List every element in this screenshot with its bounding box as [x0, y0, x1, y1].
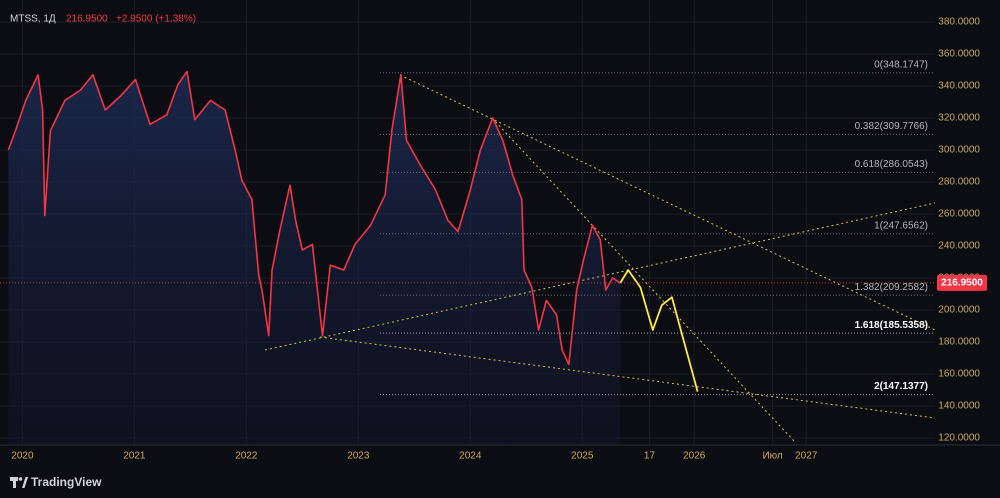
- y-tick-label: 200.0000: [938, 305, 980, 316]
- x-tick-label: Июл: [762, 451, 782, 462]
- y-tick-label: 280.0000: [938, 177, 980, 188]
- area-layer: [8, 71, 621, 445]
- trend-line: [399, 74, 936, 331]
- y-tick-label: 120.0000: [938, 433, 980, 444]
- trend-line: [264, 202, 936, 351]
- fib-label: 0.618(286.0543): [855, 159, 928, 170]
- x-tick-label: 2021: [123, 451, 146, 462]
- x-tick-label: 2025: [571, 451, 594, 462]
- fib-label: 1(247.6562): [874, 220, 928, 231]
- fib-layer: 0(348.1747) 0.382(309.7766) 0.618(286.0543…: [380, 60, 935, 396]
- x-tick-label: 2027: [795, 451, 818, 462]
- header-price: 216.9500: [66, 14, 108, 25]
- fib-label: 2(147.1377): [874, 381, 928, 392]
- x-tick-label: 2023: [347, 451, 370, 462]
- x-tick-label: 2024: [459, 451, 482, 462]
- price-area: [8, 71, 621, 445]
- x-tick-label: 2022: [235, 451, 258, 462]
- axes-layer: 120.0000 140.0000 160.0000 180.0000 200.0000…: [11, 17, 987, 462]
- symbol: MTSS, 1Д: [10, 14, 56, 25]
- y-tick-label: 160.0000: [938, 369, 980, 380]
- y-tick-label: 340.0000: [938, 81, 980, 92]
- y-tick-label: 140.0000: [938, 401, 980, 412]
- forecast-line: [619, 269, 699, 392]
- x-tick-label: 2020: [11, 451, 34, 462]
- y-tick-label: 380.0000: [938, 17, 980, 28]
- branding: TradingView: [31, 475, 102, 489]
- trend-lines: [264, 74, 936, 443]
- last-price-label: 216.9500: [941, 278, 983, 289]
- y-tick-label: 320.0000: [938, 113, 980, 124]
- fib-label: 0(348.1747): [874, 60, 928, 71]
- last-price-tag: [937, 274, 987, 291]
- fib-label: 1.618(185.5358): [855, 320, 928, 331]
- y-tick-label: 300.0000: [938, 145, 980, 156]
- fib-label: 0.382(309.7766): [855, 121, 928, 132]
- trend-line: [491, 117, 796, 443]
- trend-line: [319, 336, 936, 419]
- header-change: +2.9500 (+1.38%): [116, 14, 196, 25]
- lines-layer: [0, 70, 935, 392]
- y-tick-label: 360.0000: [938, 49, 980, 60]
- y-tick-label: 180.0000: [938, 337, 980, 348]
- fib-label: 1.382(209.2582): [855, 282, 928, 293]
- y-tick-label: 240.0000: [938, 241, 980, 252]
- y-tick-label: 260.0000: [938, 209, 980, 220]
- x-tick-label: 2026: [683, 451, 706, 462]
- price-axis: [936, 0, 1000, 445]
- branding-logo: [10, 477, 28, 488]
- x-tick-label: 17: [644, 451, 656, 462]
- price-line: [7, 70, 621, 366]
